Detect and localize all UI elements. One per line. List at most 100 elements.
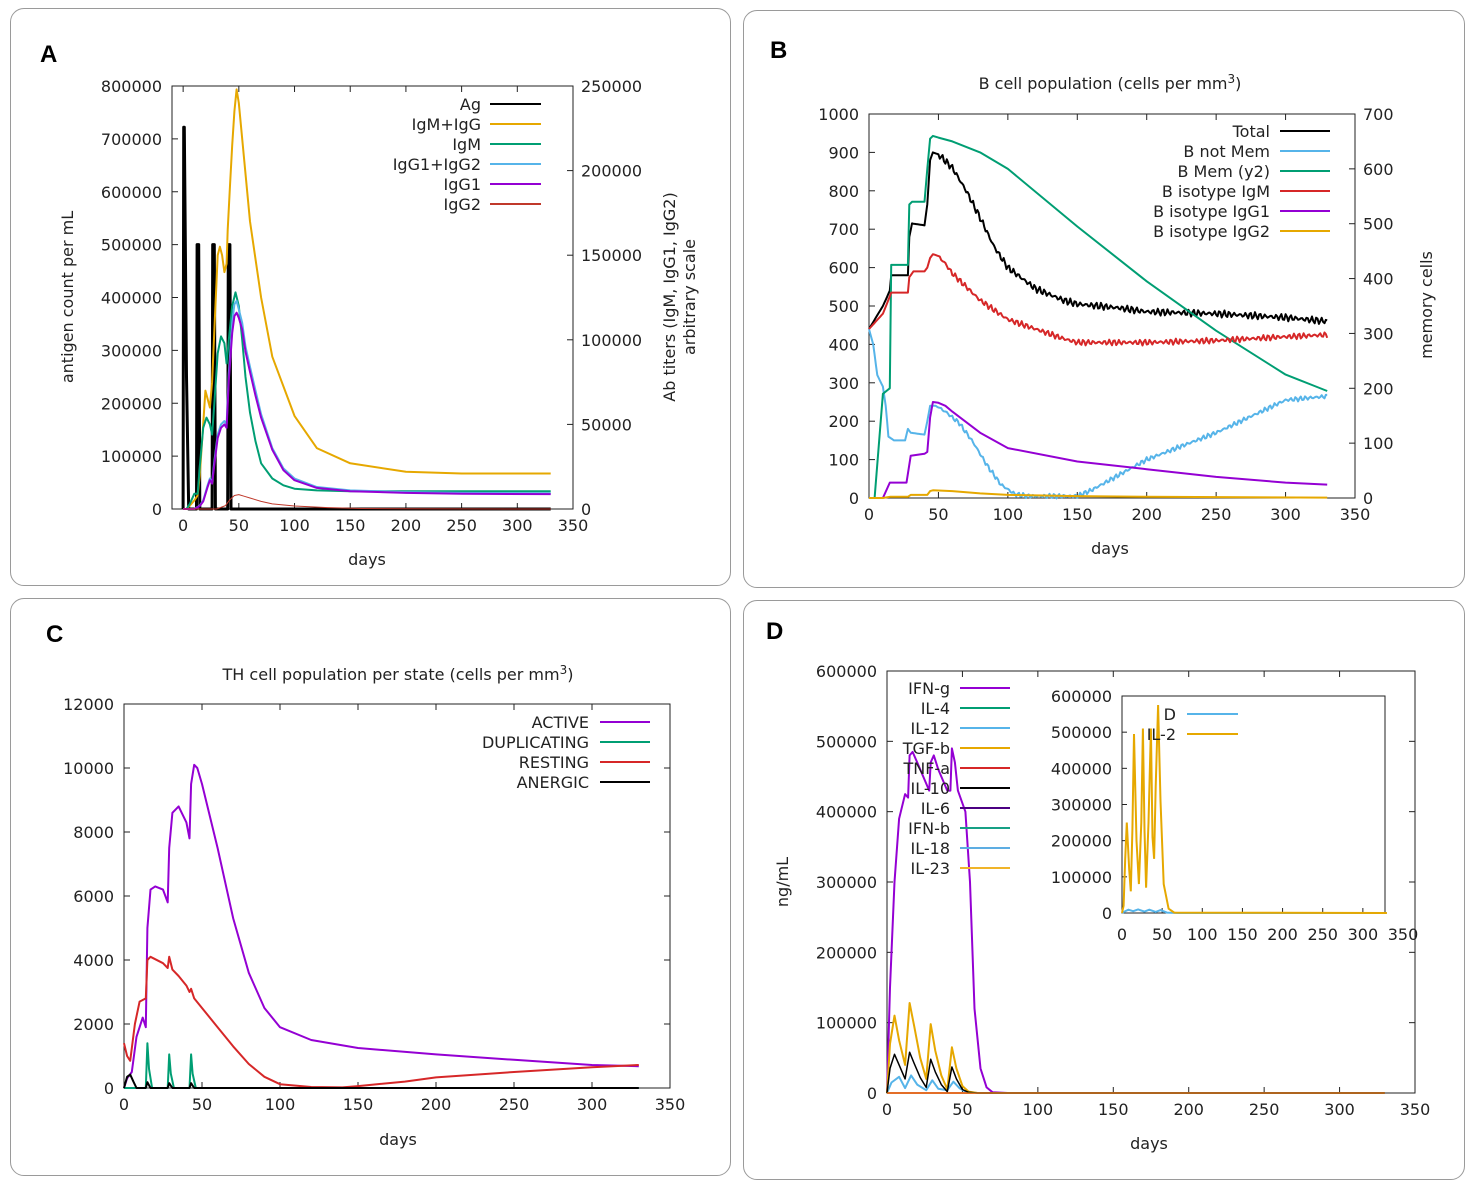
inset-legend-label: IL-2 [1147,725,1176,744]
series-line-active [123,763,639,1089]
panel-b [743,10,1465,588]
y-tick-label: 0 [152,500,162,519]
y2-tick-label: 250000 [581,77,642,96]
x-tick-label: 300 [577,1095,608,1114]
x-tick-label: 0 [119,1095,129,1114]
x-tick-label: 0 [882,1100,892,1119]
y-tick-label: 600000 [101,183,162,202]
y2-axis-label-a-line2: arbitrary scale [680,239,699,355]
series-line-igg1 [183,311,551,510]
legend-label: IgG1 [444,175,481,194]
legend-label: Ag [460,95,481,114]
x-tick-label: 100 [993,505,1024,524]
y2-tick-label: 150000 [581,246,642,265]
y-tick-label: 600 [828,259,859,278]
x-tick-label: 50 [192,1095,212,1114]
legend-label: RESTING [519,753,589,772]
legend-label: Total [1232,122,1270,141]
y-tick-label: 1000 [818,105,859,124]
y-tick-label: 100000 [816,1014,877,1033]
y-tick-label: 200000 [816,943,877,962]
series-line-ifn-g [886,747,1385,1094]
series-line-anergic [123,1073,639,1089]
y2-tick-label: 0 [581,500,591,519]
y-tick-label: 400 [828,335,859,354]
series-line-igg2 [183,494,551,510]
series-line-resting [123,955,639,1089]
x-tick-label: 250 [1249,1100,1280,1119]
legend-label: IgM+IgG [412,115,481,134]
inset-x-tick-label: 100 [1187,925,1218,944]
legend-label: IFN-g [908,679,950,698]
x-tick-label: 350 [558,516,589,535]
legend-label: TNF-a [902,759,950,778]
y-tick-label: 500 [828,297,859,316]
y-tick-label: 100 [828,451,859,470]
inset-x-tick-label: 50 [1152,925,1172,944]
y-tick-label: 300000 [101,341,162,360]
inset-series-line-il-2 [1121,704,1387,914]
y-tick-label: 300000 [816,873,877,892]
legend-label: IL-4 [921,699,950,718]
y-tick-label: 500000 [101,236,162,255]
x-tick-label: 0 [864,505,874,524]
x-tick-label: 150 [343,1095,374,1114]
panel-letter-d: D [766,618,783,645]
chart-title-c: TH cell population per state (cells per … [222,663,574,684]
y-tick-label: 12000 [63,695,114,714]
series-line-b-isotype-igg2 [869,489,1328,499]
series-line-igm-igg [183,88,551,510]
inset-legend-label: D [1164,705,1176,724]
legend-label: B isotype IgG2 [1153,222,1270,241]
series-line-igg1-igg2 [183,299,551,510]
y-tick-label: 300 [828,374,859,393]
inset-y-tick-label: 200000 [1051,832,1112,851]
x-tick-label: 150 [1062,505,1093,524]
legend-label: B isotype IgG1 [1153,202,1270,221]
inset-x-tick-label: 300 [1348,925,1379,944]
inset-y-tick-label: 0 [1102,904,1112,923]
x-axis-label-c: days [379,1130,417,1149]
x-axis-label-d: days [1130,1134,1168,1153]
x-tick-label: 200 [391,516,422,535]
y2-axis-label-b: memory cells [1417,251,1436,359]
y-tick-label: 4000 [73,951,114,970]
y2-tick-label: 600 [1363,160,1394,179]
y-tick-label: 0 [104,1079,114,1098]
x-tick-label: 250 [499,1095,530,1114]
inset-chart-D: 0 50 100 150 200 250 300 350 0 100000 200000 300000… [1051,687,1418,944]
y2-tick-label: 700 [1363,105,1394,124]
inset-x-tick-label: 200 [1267,925,1298,944]
y-tick-label: 800 [828,182,859,201]
y-tick-label: 200000 [101,394,162,413]
chart-A: 0 50 100 150 200 250 300 3500100000200000300000… [101,77,642,535]
legend-label: IgG1+IgG2 [393,155,481,174]
y-tick-label: 400000 [816,803,877,822]
series-line-b-mem-y2- [869,134,1328,499]
panel-letter-b: B [770,37,787,64]
y-tick-label: 600000 [816,662,877,681]
series-line-b-not-mem [868,328,1328,500]
y-tick-label: 8000 [73,823,114,842]
x-tick-label: 150 [335,516,366,535]
x-tick-label: 0 [178,516,188,535]
y-tick-label: 200 [828,412,859,431]
y2-tick-label: 50000 [581,415,632,434]
y2-axis-label-a-line1: Ab titers (IgM, IgG1, IgG2) [660,192,679,401]
legend-label: IgG2 [444,195,481,214]
y-tick-label: 2000 [73,1015,114,1034]
y-tick-label: 700000 [101,130,162,149]
x-tick-label: 50 [229,516,249,535]
x-tick-label: 100 [1023,1100,1054,1119]
series-line-total [868,151,1328,330]
series-line-tgf-b [886,1002,1385,1094]
y-tick-label: 700 [828,220,859,239]
x-axis-label-a: days [348,550,386,569]
x-tick-label: 200 [421,1095,452,1114]
panel-c [10,598,731,1176]
panel-a [10,8,731,586]
x-tick-label: 200 [1131,505,1162,524]
y-tick-label: 100000 [101,447,162,466]
y-tick-label: 10000 [63,759,114,778]
